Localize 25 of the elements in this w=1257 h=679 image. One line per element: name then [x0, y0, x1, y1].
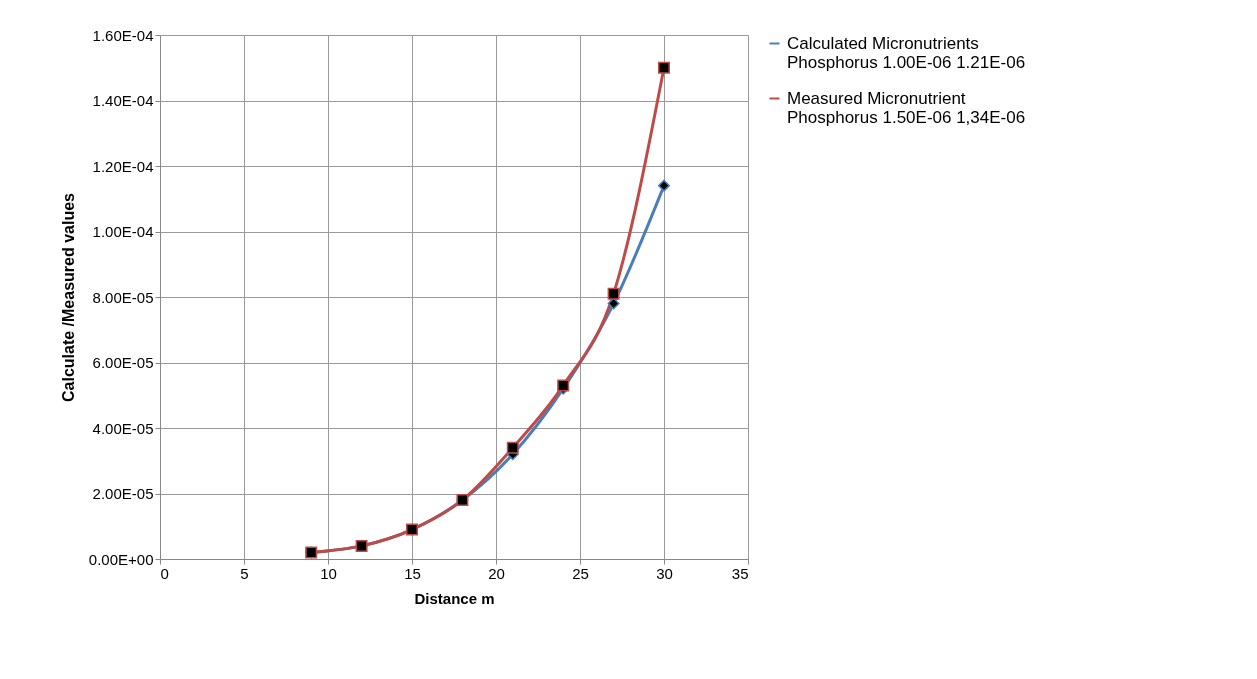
legend-label: Calculated Micronutrients Phosphorus 1.00E-06 1.21E-06: [787, 33, 1026, 72]
point: [607, 287, 620, 300]
y-tick-label: 2.00E-05: [92, 485, 154, 502]
x-tick-label: 15: [404, 564, 421, 582]
y-axis-title: Calculate /Measured values: [59, 192, 77, 402]
x-tick-label: 30: [656, 564, 673, 582]
x-tick-label: 25: [572, 564, 589, 582]
y-tick-label: 8.00E-05: [92, 288, 154, 306]
y-tick-label: 1.00E-04: [92, 223, 154, 240]
point: [658, 179, 670, 192]
y-tick-label: 1.40E-04: [92, 92, 154, 109]
x-tick-label: 20: [488, 564, 505, 582]
x-tick-label: 35: [731, 564, 749, 582]
x-axis-title: Distance m: [414, 589, 495, 607]
x-tick-label: 0: [160, 564, 169, 582]
y-tick-label: 6.00E-05: [92, 354, 154, 371]
legend-label: Measured Micronutrient Phosphorus 1.50E-06 1,34E-06: [787, 88, 1026, 127]
point: [506, 441, 519, 454]
y-tick-label: 1.20E-04: [92, 157, 154, 175]
y-tick-label: 4.00E-05: [92, 419, 154, 437]
y-tick-label: 1.60E-04: [92, 26, 154, 44]
y-tick-label: 0.00E+00: [88, 550, 154, 568]
point: [658, 61, 670, 74]
x-tick-label: 5: [240, 564, 249, 582]
x-tick-label: 10: [320, 564, 337, 582]
